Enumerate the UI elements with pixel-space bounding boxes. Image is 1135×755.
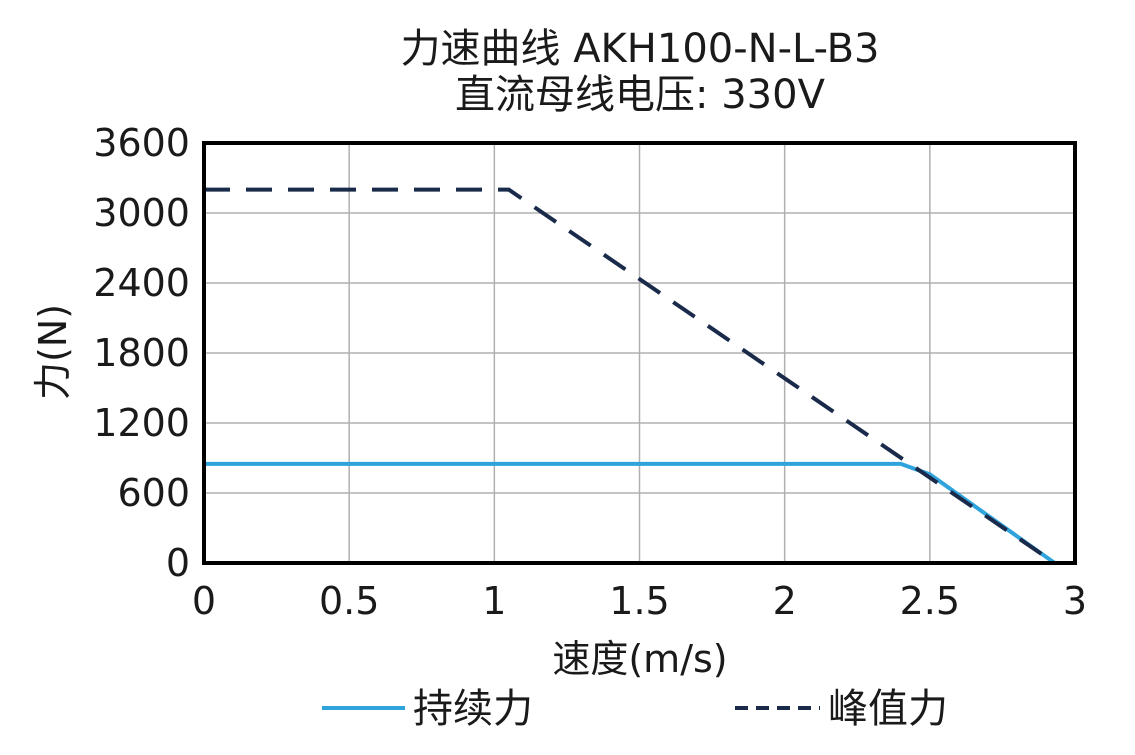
chart-subtitle: 直流母线电压: 330V bbox=[455, 72, 826, 118]
plot-frame bbox=[202, 141, 1077, 565]
y-tick-label-4: 2400 bbox=[93, 261, 190, 305]
y-tick-label-2: 1200 bbox=[93, 401, 190, 445]
legend: 持续力 峰值力 bbox=[322, 686, 948, 732]
x-tick-label-2: 1 bbox=[482, 579, 506, 623]
y-tick-label-5: 3000 bbox=[93, 191, 190, 235]
continuous-force-line bbox=[204, 461, 1056, 565]
y-tick-label-3: 1800 bbox=[93, 331, 190, 375]
x-tick-label-6: 3 bbox=[1063, 579, 1087, 623]
grid-lines bbox=[203, 142, 1076, 564]
y-axis-label: 力(N) bbox=[31, 304, 75, 400]
continuous-force-legend-label: 持续力 bbox=[413, 686, 533, 732]
peak-force-legend-label: 峰值力 bbox=[828, 686, 948, 732]
x-axis-label: 速度(m/s) bbox=[552, 637, 727, 681]
x-axis-ticks: 0 0.5 1 1.5 2 2.5 3 bbox=[192, 579, 1087, 623]
x-tick-label-1: 0.5 bbox=[319, 579, 379, 623]
x-tick-label-0: 0 bbox=[192, 579, 216, 623]
x-tick-label-5: 2.5 bbox=[900, 579, 960, 623]
peak-force-line bbox=[204, 187, 1056, 565]
y-axis-ticks: 0 600 1200 1800 2400 3000 3600 bbox=[93, 121, 190, 585]
x-tick-label-3: 1.5 bbox=[609, 579, 669, 623]
x-tick-label-4: 2 bbox=[773, 579, 797, 623]
y-tick-label-6: 3600 bbox=[93, 121, 190, 165]
chart-title: 力速曲线 AKH100-N-L-B3 bbox=[400, 26, 879, 72]
y-tick-label-0: 0 bbox=[166, 541, 190, 585]
y-tick-label-1: 600 bbox=[117, 471, 190, 515]
series-layer bbox=[204, 187, 1056, 565]
